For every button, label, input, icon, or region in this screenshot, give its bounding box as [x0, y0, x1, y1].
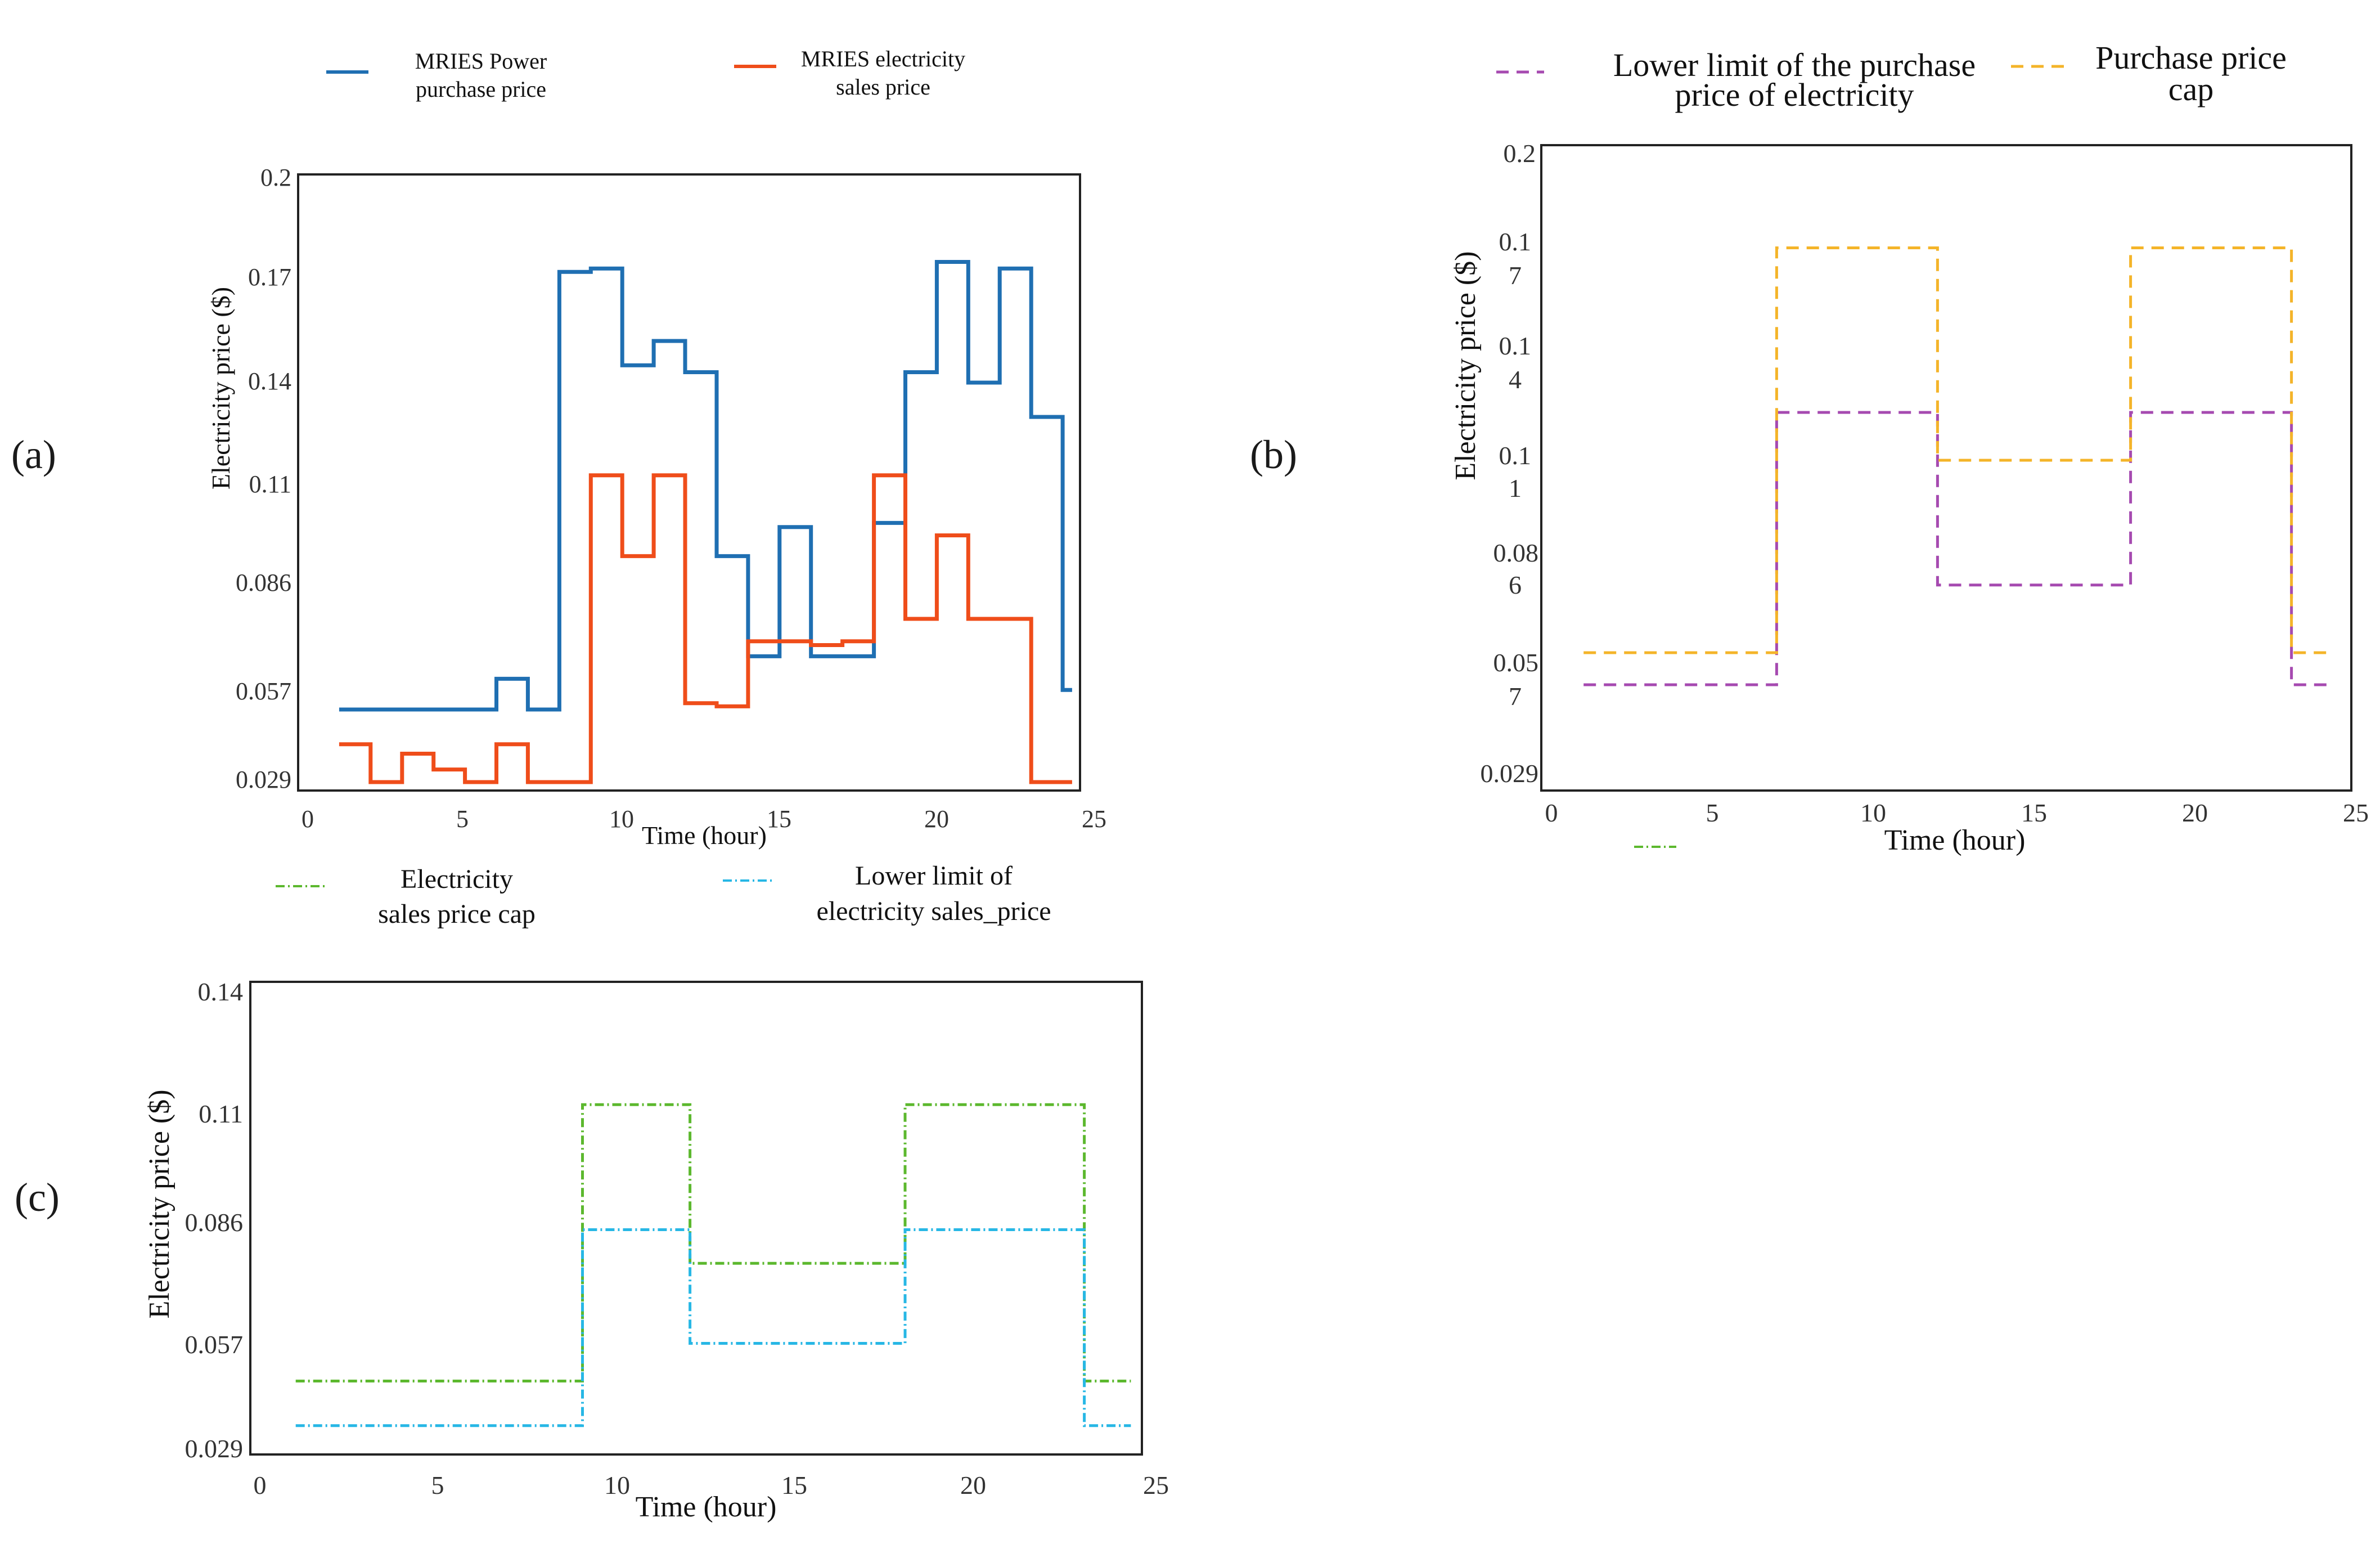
legend-label-purchase-lower-limit-2: price of electricity: [1675, 77, 1914, 113]
chart-panel-a: MRIES Power purchase price MRIES electri…: [206, 46, 1106, 850]
y-tick-label: 0.2: [1504, 139, 1536, 168]
x-axis-title-c: Time (hour): [636, 1491, 777, 1523]
y-tick-label: 4: [1509, 365, 1522, 394]
series-line-purchase-lower-limit: [1583, 411, 2333, 686]
panel-label-c: (c): [15, 1175, 60, 1220]
y-axis-title-a: Electricity price ($): [206, 287, 235, 490]
y-axis-title-c: Electricity price ($): [143, 1089, 176, 1318]
x-ticks-c: 0 5 10 15 20 25: [254, 1471, 1169, 1499]
y-axis-title-b: Electricity price ($): [1450, 251, 1482, 480]
y-tick-label: 0.14: [198, 977, 244, 1006]
x-tick-label: 15: [781, 1471, 807, 1499]
legend-label-purchase-cap-2: cap: [2168, 71, 2214, 107]
legend-label-sales-cap-1: Electricity: [401, 864, 513, 894]
x-tick-label: 0: [302, 805, 314, 833]
x-tick-label: 15: [2021, 798, 2047, 827]
x-ticks-b: 0 5 10 15 20 25: [1545, 798, 2369, 827]
legend-label-sales-lower-limit-2: electricity sales_price: [816, 896, 1051, 926]
panel-label-a: (a): [11, 432, 56, 477]
series-line-sales-price: [339, 473, 1072, 784]
panel-label-b: (b): [1250, 432, 1297, 477]
chart-panel-c: Electricity sales price cap Lower limit …: [143, 861, 1169, 1523]
x-tick-label: 0: [254, 1471, 267, 1499]
legend-label-sales-price-1: MRIES electricity: [801, 46, 965, 71]
y-tick-label: 0.057: [185, 1330, 244, 1359]
y-tick-label: 0.086: [236, 569, 291, 596]
legend-label-purchase-lower-limit-1: Lower limit of the purchase: [1613, 47, 1976, 83]
y-tick-label: 0.2: [260, 164, 291, 191]
y-tick-label: 0.1: [1499, 227, 1532, 256]
y-tick-label: 7: [1509, 261, 1522, 290]
y-tick-label: 0.029: [1481, 759, 1539, 788]
series-line-sales-cap: [295, 1103, 1131, 1382]
x-tick-label: 20: [960, 1471, 986, 1499]
x-tick-label: 5: [456, 805, 469, 833]
x-tick-label: 20: [2182, 798, 2208, 827]
y-tick-label: 6: [1509, 571, 1522, 599]
y-tick-label: 0.05: [1493, 648, 1539, 677]
legend-label-sales-lower-limit-1: Lower limit of: [855, 861, 1013, 891]
x-tick-label: 25: [2343, 798, 2369, 827]
chart-panel-b: Lower limit of the purchase price of ele…: [1450, 39, 2369, 856]
x-tick-label: 5: [1706, 798, 1719, 827]
y-tick-label: 1: [1509, 474, 1522, 502]
y-tick-label: 7: [1509, 682, 1522, 711]
y-tick-label: 0.1: [1499, 441, 1532, 470]
plot-frame-a: [297, 173, 1081, 792]
y-tick-label: 0.11: [199, 1099, 243, 1128]
y-tick-label: 0.11: [249, 470, 291, 498]
x-tick-label: 10: [1860, 798, 1886, 827]
y-tick-label: 0.029: [185, 1434, 244, 1463]
plot-frame-c: [249, 981, 1143, 1456]
y-ticks-b: 0.2 0.1 7 0.1 4 0.1 1 0.08 6 0.05 7 0.02…: [1481, 139, 1539, 788]
y-tick-label: 0.17: [248, 263, 291, 291]
plot-frame-b: [1540, 144, 2352, 792]
y-tick-label: 0.08: [1493, 538, 1539, 567]
legend-label-purchase-cap-1: Purchase price: [2095, 39, 2287, 76]
y-tick-label: 0.1: [1499, 331, 1532, 360]
y-ticks-c: 0.14 0.11 0.086 0.057 0.029: [185, 977, 244, 1463]
x-tick-label: 10: [609, 805, 634, 833]
x-tick-label: 5: [431, 1471, 444, 1499]
y-ticks-a: 0.2 0.17 0.14 0.11 0.086 0.057 0.029: [236, 164, 291, 793]
series-line-purchase-price: [339, 260, 1072, 712]
series-line-sales-lower-limit: [295, 1228, 1131, 1427]
y-tick-label: 0.057: [236, 677, 291, 705]
legend-label-purchase-price-2: purchase price: [416, 77, 546, 102]
x-tick-label: 10: [604, 1471, 630, 1499]
y-tick-label: 0.029: [236, 766, 291, 793]
x-ticks-a: 0 5 10 15 20 25: [302, 805, 1106, 833]
x-tick-label: 25: [1082, 805, 1106, 833]
x-tick-label: 0: [1545, 798, 1558, 827]
x-tick-label: 15: [767, 805, 791, 833]
legend-label-sales-cap-2: sales price cap: [378, 899, 536, 929]
y-tick-label: 0.086: [185, 1208, 244, 1237]
x-tick-label: 25: [1143, 1471, 1169, 1499]
legend-label-sales-price-2: sales price: [836, 74, 930, 100]
x-axis-title-b: Time (hour): [1884, 824, 2026, 856]
series-line-purchase-cap: [1583, 246, 2333, 654]
x-tick-label: 20: [924, 805, 949, 833]
legend-label-purchase-price-1: MRIES Power: [415, 48, 547, 74]
x-axis-title-a: Time (hour): [642, 821, 767, 850]
y-tick-label: 0.14: [248, 367, 291, 395]
